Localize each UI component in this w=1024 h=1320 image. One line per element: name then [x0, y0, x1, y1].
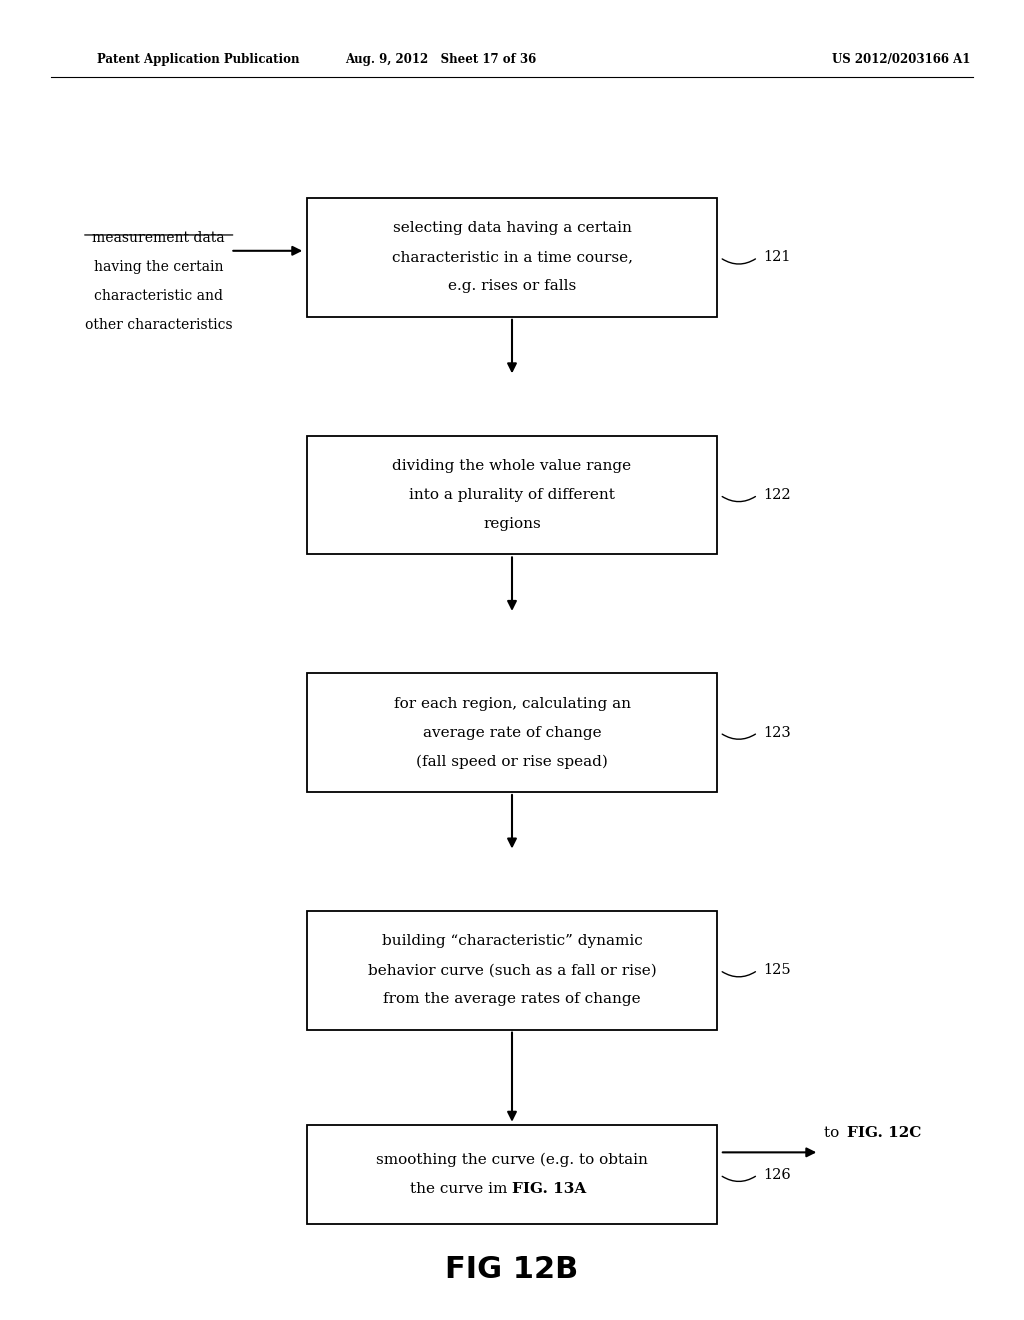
- Text: dividing the whole value range: dividing the whole value range: [392, 459, 632, 473]
- Text: smoothing the curve (e.g. to obtain: smoothing the curve (e.g. to obtain: [376, 1154, 648, 1167]
- Text: from the average rates of change: from the average rates of change: [383, 993, 641, 1006]
- Text: Aug. 9, 2012   Sheet 17 of 36: Aug. 9, 2012 Sheet 17 of 36: [345, 53, 536, 66]
- Text: 122: 122: [763, 488, 791, 502]
- Text: into a plurality of different: into a plurality of different: [409, 488, 615, 502]
- Text: the curve im: the curve im: [410, 1183, 512, 1196]
- Text: FIG. 13A: FIG. 13A: [512, 1183, 587, 1196]
- Text: other characteristics: other characteristics: [85, 318, 232, 331]
- Text: 126: 126: [763, 1168, 791, 1181]
- Text: average rate of change: average rate of change: [423, 726, 601, 739]
- Text: FIG 12B: FIG 12B: [445, 1255, 579, 1284]
- Text: behavior curve (such as a fall or rise): behavior curve (such as a fall or rise): [368, 964, 656, 977]
- FancyBboxPatch shape: [307, 436, 717, 554]
- FancyBboxPatch shape: [307, 673, 717, 792]
- Text: having the certain: having the certain: [94, 260, 223, 273]
- FancyBboxPatch shape: [307, 198, 717, 317]
- Text: to: to: [824, 1126, 845, 1139]
- FancyBboxPatch shape: [307, 1125, 717, 1225]
- Text: selecting data having a certain: selecting data having a certain: [392, 222, 632, 235]
- Text: building “characteristic” dynamic: building “characteristic” dynamic: [382, 935, 642, 948]
- Text: regions: regions: [483, 517, 541, 531]
- Text: e.g. rises or falls: e.g. rises or falls: [447, 280, 577, 293]
- Text: characteristic in a time course,: characteristic in a time course,: [391, 251, 633, 264]
- Text: US 2012/0203166 A1: US 2012/0203166 A1: [831, 53, 971, 66]
- Text: 125: 125: [763, 964, 791, 977]
- Text: 121: 121: [763, 251, 791, 264]
- Text: for each region, calculating an: for each region, calculating an: [393, 697, 631, 710]
- Text: measurement data: measurement data: [92, 231, 225, 244]
- Text: Patent Application Publication: Patent Application Publication: [97, 53, 300, 66]
- Text: 123: 123: [763, 726, 791, 739]
- Text: FIG. 12C: FIG. 12C: [847, 1126, 922, 1139]
- FancyBboxPatch shape: [307, 911, 717, 1030]
- Text: characteristic and: characteristic and: [94, 289, 223, 302]
- Text: (fall speed or rise spead): (fall speed or rise spead): [416, 755, 608, 768]
